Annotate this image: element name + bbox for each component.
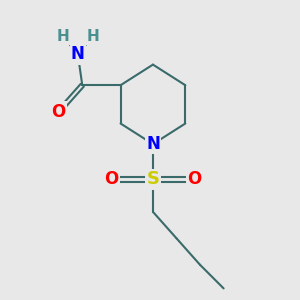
Text: O: O <box>105 170 119 188</box>
Text: O: O <box>52 103 66 121</box>
Text: O: O <box>187 170 201 188</box>
Text: H: H <box>57 29 70 44</box>
Text: H: H <box>86 29 99 44</box>
Text: S: S <box>146 170 159 188</box>
Text: N: N <box>71 45 85 63</box>
Text: N: N <box>146 135 160 153</box>
